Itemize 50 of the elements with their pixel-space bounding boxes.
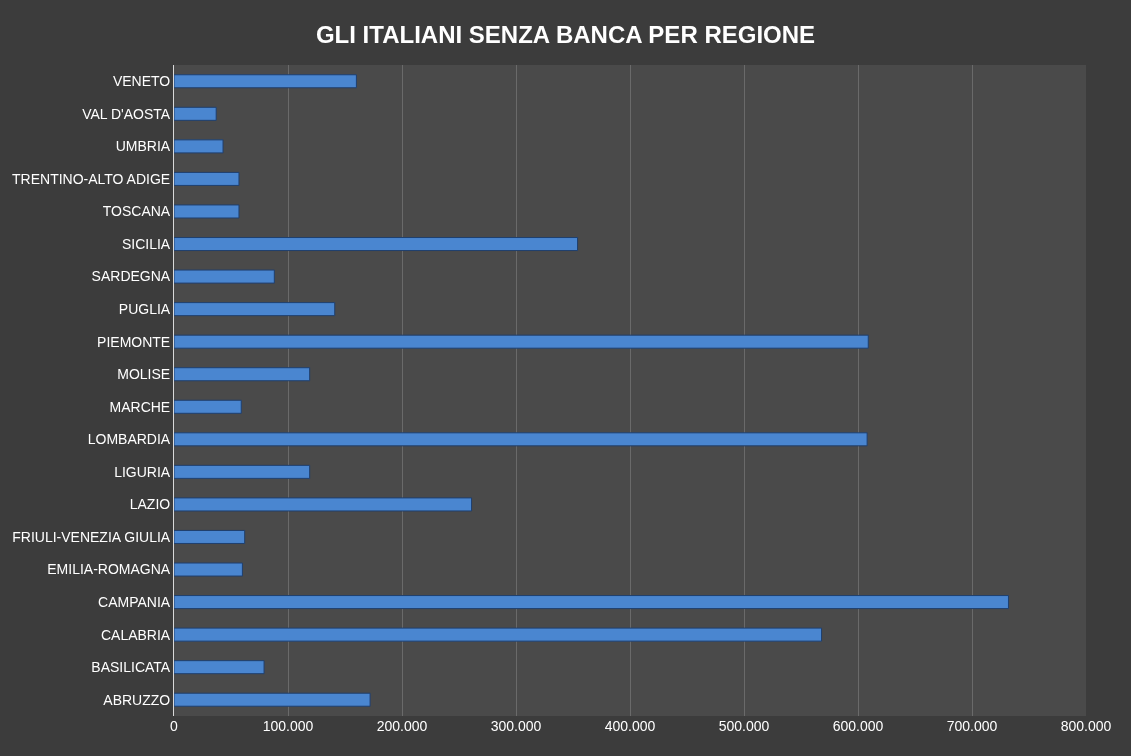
bar bbox=[174, 562, 243, 577]
bar bbox=[174, 74, 357, 89]
bar bbox=[174, 269, 275, 284]
bar bbox=[174, 106, 217, 121]
bar bbox=[174, 399, 242, 414]
x-tick-label: 100.000 bbox=[262, 718, 314, 734]
y-tick-label: VAL D'AOSTA bbox=[82, 105, 171, 122]
bar bbox=[174, 529, 246, 544]
y-tick-label: LIGURIA bbox=[114, 463, 171, 480]
y-tick-label: CAMPANIA bbox=[98, 593, 171, 610]
x-tick-label: 0 bbox=[170, 718, 179, 734]
bar bbox=[174, 627, 823, 642]
bar bbox=[174, 692, 371, 707]
bar bbox=[174, 595, 1009, 610]
bar bbox=[174, 204, 240, 219]
y-tick-label: MOLISE bbox=[117, 366, 171, 383]
bar bbox=[174, 367, 311, 382]
bar bbox=[174, 302, 336, 317]
y-tick-label: LAZIO bbox=[129, 496, 171, 513]
x-tick-label: 600.000 bbox=[832, 718, 884, 734]
bar bbox=[174, 139, 224, 154]
bar bbox=[174, 171, 240, 186]
y-tick-label: FRIULI-VENEZIA GIULIA bbox=[12, 528, 171, 545]
y-tick-label: UMBRIA bbox=[115, 138, 171, 155]
y-tick-label: VENETO bbox=[112, 73, 171, 90]
x-tick-label: 500.000 bbox=[718, 718, 770, 734]
bar bbox=[174, 432, 868, 447]
x-tick-label: 700.000 bbox=[946, 718, 998, 734]
y-tick-label: LOMBARDIA bbox=[87, 431, 171, 448]
y-tick-label: PUGLIA bbox=[118, 301, 171, 318]
x-tick-label: 800.000 bbox=[1060, 718, 1112, 734]
chart-title: GLI ITALIANI SENZA BANCA PER REGIONE bbox=[315, 21, 816, 49]
bar bbox=[174, 334, 869, 349]
y-tick-label: SICILIA bbox=[121, 235, 171, 252]
y-tick-label: SARDEGNA bbox=[91, 268, 171, 285]
y-tick-label: CALABRIA bbox=[100, 626, 171, 643]
y-tick-label: EMILIA-ROMAGNA bbox=[47, 561, 171, 578]
y-tick-label: ABRUZZO bbox=[103, 691, 171, 708]
y-tick-label: BASILICATA bbox=[91, 659, 171, 676]
y-tick-label: PIEMONTE bbox=[97, 333, 171, 350]
bar bbox=[174, 660, 265, 675]
y-tick-label: TOSCANA bbox=[102, 203, 171, 220]
x-tick-label: 200.000 bbox=[376, 718, 428, 734]
y-tick-label: TRENTINO-ALTO ADIGE bbox=[12, 170, 171, 187]
bar bbox=[174, 497, 473, 512]
x-tick-label: 300.000 bbox=[490, 718, 542, 734]
bar bbox=[174, 237, 579, 252]
bar bbox=[174, 464, 311, 479]
x-tick-label: 400.000 bbox=[604, 718, 656, 734]
y-tick-label: MARCHE bbox=[109, 398, 171, 415]
